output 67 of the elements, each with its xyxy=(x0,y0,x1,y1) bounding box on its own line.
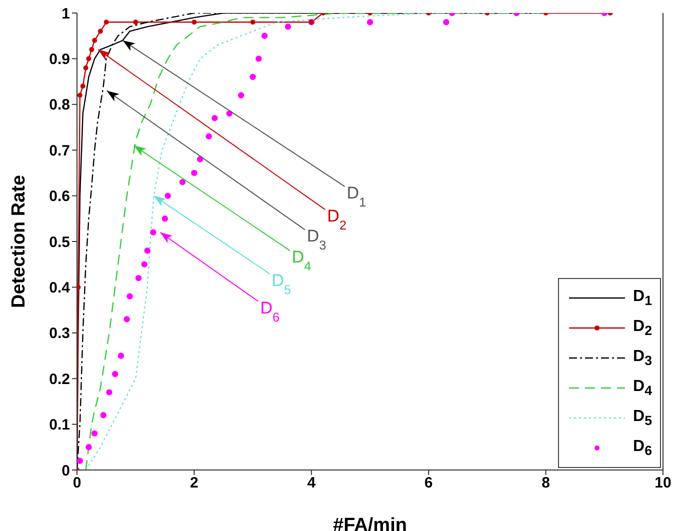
x-tick-label: 0 xyxy=(72,474,82,492)
point xyxy=(133,20,138,25)
point xyxy=(86,56,92,62)
x-tick-label: 2 xyxy=(190,474,198,492)
point xyxy=(86,444,92,450)
point xyxy=(141,261,148,268)
legend-label: D$_{2}$ xyxy=(633,318,652,338)
point xyxy=(256,56,262,62)
annotation: D$_{1}$ xyxy=(346,183,366,209)
point xyxy=(80,84,86,89)
point xyxy=(104,20,109,25)
point xyxy=(118,352,124,359)
annotation: D$_{2}$ xyxy=(327,206,346,232)
point xyxy=(91,430,98,437)
point xyxy=(196,156,204,162)
point xyxy=(212,115,218,122)
point xyxy=(124,316,130,322)
y-tick-label: 0.1 xyxy=(49,416,70,434)
point xyxy=(126,293,133,300)
point xyxy=(92,38,98,43)
annotation: D$_{5}$ xyxy=(272,270,292,296)
point xyxy=(284,24,292,30)
point xyxy=(206,133,212,140)
point xyxy=(98,28,103,34)
y-tick-label: 0 xyxy=(62,462,70,480)
point xyxy=(106,389,112,396)
point xyxy=(150,229,156,236)
point xyxy=(261,32,268,39)
y-tick-label: 0.6 xyxy=(49,188,70,206)
y-tick-label: 0.4 xyxy=(49,280,71,297)
point xyxy=(144,248,150,254)
point xyxy=(83,65,88,70)
point xyxy=(443,19,450,26)
point xyxy=(191,170,198,176)
x-tick-label: 10 xyxy=(654,474,672,492)
y-axis-title: Detection Rate xyxy=(8,174,30,308)
annotation: D$_{6}$ xyxy=(260,298,280,324)
point xyxy=(100,412,106,418)
point xyxy=(250,20,256,25)
point xyxy=(192,20,197,25)
point xyxy=(77,92,82,98)
point xyxy=(135,274,142,282)
x-tick-label: 6 xyxy=(424,474,433,492)
y-tick-label: 1 xyxy=(62,5,70,22)
point xyxy=(179,178,186,186)
x-tick-label: 8 xyxy=(542,474,550,492)
legend-label: D$_{4}$ xyxy=(633,378,652,398)
legend-label: D$_{5}$ xyxy=(633,408,652,428)
y-tick-label: 0.2 xyxy=(49,370,70,388)
y-tick-label: 0.9 xyxy=(49,51,70,68)
x-tick-label: 4 xyxy=(307,474,316,492)
point xyxy=(89,47,94,52)
legend-label: D$_{1}$ xyxy=(633,288,652,308)
legend-label: D$_{3}$ xyxy=(633,348,652,368)
y-tick-label: 0.8 xyxy=(49,96,70,114)
point xyxy=(250,74,256,80)
point xyxy=(77,458,84,464)
y-tick-label: 0.7 xyxy=(49,142,70,160)
point xyxy=(238,92,244,98)
point xyxy=(162,216,168,222)
point xyxy=(164,192,171,199)
y-tick-label: 0.3 xyxy=(49,325,70,342)
y-tick-label: 0.5 xyxy=(49,234,70,251)
legend-label: D$_{6}$ xyxy=(633,438,652,458)
point xyxy=(112,370,118,378)
point xyxy=(77,284,81,290)
point xyxy=(366,19,374,26)
